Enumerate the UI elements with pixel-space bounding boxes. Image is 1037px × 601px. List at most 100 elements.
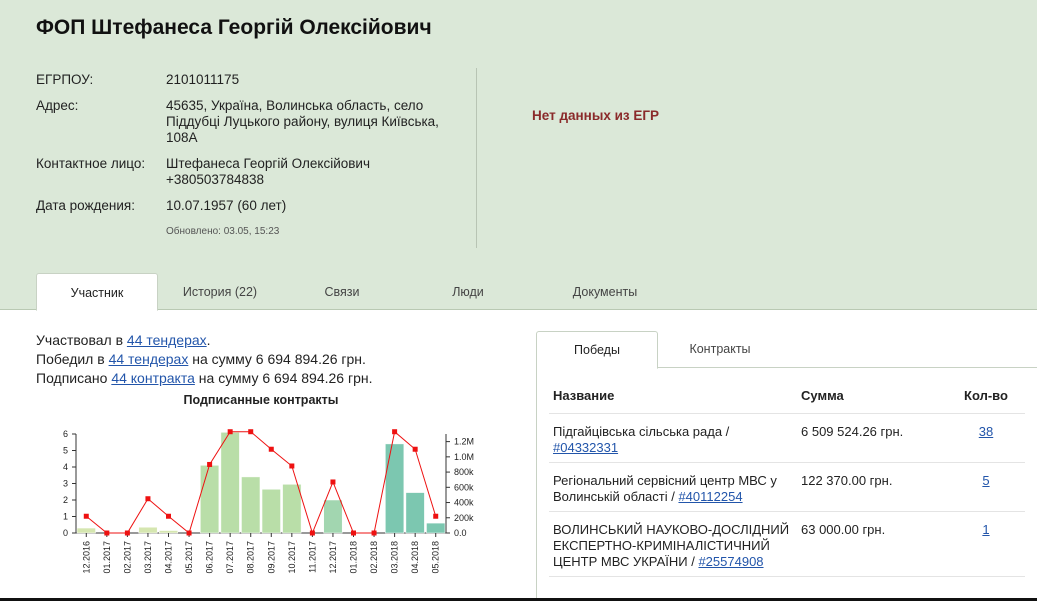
participation-summary: Участвовал в 44 тендерах. Победил в 44 т… xyxy=(36,331,372,388)
buyer-code-link[interactable]: #04332331 xyxy=(553,440,619,455)
left-tick-label: 0 xyxy=(63,528,68,538)
left-tick-label: 4 xyxy=(63,462,68,472)
right-tick-label: 400k xyxy=(454,498,474,508)
bar xyxy=(426,522,446,534)
field-label: ЕГРПОУ: xyxy=(36,72,94,87)
buyer-name: ВОЛИНСЬКИЙ НАУКОВО-ДОСЛІДНИЙ ЕКСПЕРТНО-К… xyxy=(553,522,790,569)
bar xyxy=(405,492,425,534)
info-block: ЕГРПОУ: 2101011175 Адрес: 45635, Україна… xyxy=(36,72,466,240)
col-name: Название xyxy=(549,380,797,414)
summary-text: на сумму 6 694 894.26 грн. xyxy=(188,351,366,367)
tab-people[interactable]: Люди xyxy=(452,285,484,299)
count-link[interactable]: 1 xyxy=(982,522,990,537)
x-tick-label: 08.2017 xyxy=(246,541,256,574)
amount-point xyxy=(412,446,418,452)
sum-cell: 122 370.00 грн. xyxy=(797,462,947,512)
summary-text: Участвовал в xyxy=(36,332,127,348)
buyer-code-link[interactable]: #40112254 xyxy=(678,489,743,504)
summary-line-won: Победил в 44 тендерах на сумму 6 694 894… xyxy=(36,350,372,369)
tab-links[interactable]: Связи xyxy=(324,285,360,299)
amount-point xyxy=(83,513,89,519)
buyer-code-link[interactable]: #25574908 xyxy=(698,554,764,569)
updated-timestamp: Обновлено: 03.05, 15:23 xyxy=(166,226,280,237)
field-address: Адрес: 45635, Україна, Волинська область… xyxy=(36,98,466,146)
x-tick-label: 03.2017 xyxy=(143,541,153,574)
bar xyxy=(385,443,405,534)
amount-point xyxy=(166,513,171,519)
signed-contracts-chart: 0 1 2 3 4 5 6 0.0 200k 400k 600k 800k 1.0M 1.2M 12.201… xyxy=(63,429,474,574)
buyer-cell: Підгайцівська сільська рада / #04332331 xyxy=(549,413,797,463)
amount-point xyxy=(433,513,439,519)
count-link[interactable]: 5 xyxy=(982,473,990,488)
count-cell: 5 xyxy=(947,462,1025,512)
count-cell: 38 xyxy=(947,413,1025,463)
summary-text: Подписано xyxy=(36,370,112,386)
bar xyxy=(282,484,302,534)
right-tick-label: 800k xyxy=(454,467,474,477)
x-tick-label: 04.2017 xyxy=(164,541,174,574)
count-link[interactable]: 38 xyxy=(978,424,994,439)
bar xyxy=(159,530,178,534)
left-tick-label: 3 xyxy=(63,479,68,489)
bar xyxy=(241,476,261,534)
amount-point xyxy=(145,496,151,502)
sum-cell: 63 000.00 грн. xyxy=(797,511,947,577)
amount-point xyxy=(124,530,130,536)
amount-line xyxy=(85,430,437,535)
x-tick-label: 09.2017 xyxy=(266,541,276,574)
x-tick-label: 12.2016 xyxy=(81,541,91,574)
buyer-name: Регіональний сервісний центр МВС у Волин… xyxy=(553,473,777,504)
tab-history[interactable]: История (22) xyxy=(182,285,258,299)
table-row: Регіональний сервісний центр МВС у Волин… xyxy=(549,462,1025,512)
buyer-cell: Регіональний сервісний центр МВС у Волин… xyxy=(549,462,797,512)
egr-status: Нет данных из ЕГР xyxy=(532,108,660,123)
wins-table: Название Сумма Кол-во Підгайцівська сіль… xyxy=(549,380,1025,577)
left-tick-label: 2 xyxy=(63,495,68,505)
count-cell: 1 xyxy=(947,511,1025,577)
x-tick-label: 02.2017 xyxy=(122,541,132,574)
tab-contracts[interactable]: Контракты xyxy=(689,342,751,356)
bar xyxy=(261,489,281,534)
amount-point xyxy=(371,530,377,536)
table-row: Підгайцівська сільська рада / #04332331 … xyxy=(549,413,1025,463)
right-tick-label: 600k xyxy=(454,482,474,492)
amount-point xyxy=(248,429,254,435)
summary-text: на сумму 6 694 894.26 грн. xyxy=(194,370,373,386)
x-tick-label: 10.2017 xyxy=(287,541,297,574)
amount-point xyxy=(392,429,398,435)
tenders-link[interactable]: 44 тендерах xyxy=(126,332,207,348)
window-bottom-edge xyxy=(0,598,1037,601)
field-phone: +380503784838 xyxy=(166,172,264,187)
field-value: 10.07.1957 (60 лет) xyxy=(166,198,287,213)
chart-title: Подписанные контракты xyxy=(183,393,339,407)
contracts-link[interactable]: 44 контракта xyxy=(111,370,195,386)
x-tick-label: 03.2018 xyxy=(390,541,400,574)
header: ФОП Штефанеса Георгій Олексійович ЕГРПОУ… xyxy=(0,0,1037,311)
amount-point xyxy=(289,463,295,469)
x-tick-label: 01.2018 xyxy=(349,541,359,574)
x-tick-label: 02.2018 xyxy=(369,541,379,574)
x-tick-label: 06.2017 xyxy=(205,541,215,574)
results-tabs: Победы Контракты xyxy=(536,331,1037,369)
field-value: Штефанеса Георгій Олексійович xyxy=(166,156,370,171)
bar xyxy=(323,499,343,534)
field-label: Контактное лицо: xyxy=(36,156,146,171)
summary-line-participated: Участвовал в 44 тендерах. xyxy=(36,331,372,350)
x-tick-label: 04.2018 xyxy=(410,541,420,574)
buyer-name: Підгайцівська сільська рада / xyxy=(553,424,730,439)
right-tick-label: 1.0M xyxy=(454,452,474,462)
won-tenders-link[interactable]: 44 тендерах xyxy=(108,351,189,367)
tab-documents[interactable]: Документы xyxy=(572,285,638,299)
col-count: Кол-во xyxy=(947,380,1025,414)
bar xyxy=(138,526,158,534)
x-tick-label: 12.2017 xyxy=(328,541,338,574)
right-tick-label: 0.0 xyxy=(454,528,467,538)
tab-participant[interactable]: Участник xyxy=(36,273,158,311)
tab-wins[interactable]: Победы xyxy=(536,331,658,369)
left-tick-label: 5 xyxy=(63,446,68,456)
right-tick-label: 200k xyxy=(454,513,474,523)
field-value: 45635, Україна, Волинська область, село … xyxy=(166,98,439,145)
field-label: Адрес: xyxy=(36,98,79,113)
table-row: ВОЛИНСЬКИЙ НАУКОВО-ДОСЛІДНИЙ ЕКСПЕРТНО-К… xyxy=(549,511,1025,577)
amount-point xyxy=(186,530,192,536)
